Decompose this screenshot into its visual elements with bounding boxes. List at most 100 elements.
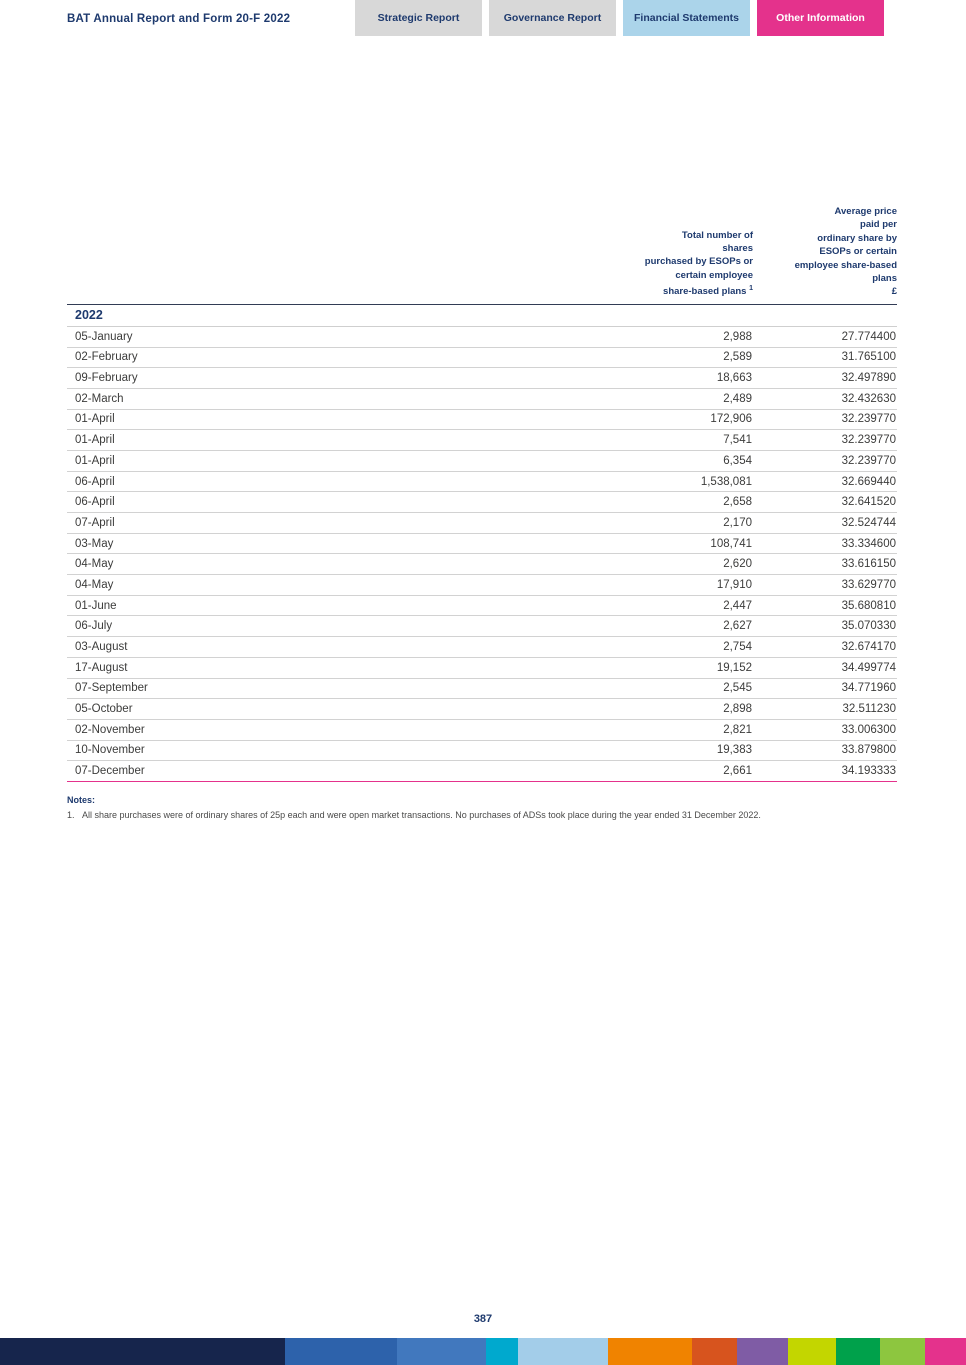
shares-cell: 2,821 [457, 719, 753, 741]
date-cell: 06-April [67, 491, 457, 514]
page-number: 387 [473, 1313, 493, 1325]
shares-cell: 2,545 [457, 678, 753, 700]
date-cell: 06-April [67, 471, 457, 493]
table-row: 06-July 2,627 35.070330 [67, 615, 897, 638]
color-bar-segment [285, 1338, 397, 1365]
color-bar-segment [486, 1338, 518, 1365]
notes-list: 1. All share purchases were of ordinary s… [67, 809, 897, 821]
date-cell: 01-April [67, 409, 457, 431]
price-cell: 33.334600 [753, 533, 897, 555]
tab-financial-statements[interactable]: Financial Statements [623, 0, 750, 36]
shares-cell: 2,170 [457, 512, 753, 534]
table-row: 07-September 2,545 34.771960 [67, 678, 897, 700]
table-row: 09-February 18,663 32.497890 [67, 367, 897, 389]
date-cell: 07-September [67, 678, 457, 700]
color-bar-segment [692, 1338, 737, 1365]
price-cell: 34.771960 [753, 678, 897, 700]
table-row: 07-April 2,170 32.524744 [67, 512, 897, 534]
table-row: 04-May 2,620 33.616150 [67, 553, 897, 576]
date-cell: 02-November [67, 719, 457, 741]
shares-cell: 19,383 [457, 740, 753, 762]
price-cell: 32.432630 [753, 388, 897, 410]
price-cell: 33.616150 [753, 553, 897, 576]
table-body: 2022 05-January 2,988 27.774400 02-February… [67, 304, 897, 782]
date-cell: 10-November [67, 740, 457, 762]
table-row: 01-June 2,447 35.680810 [67, 595, 897, 617]
table-header-row: Total number of shares purchased by ESOPs … [67, 205, 897, 305]
date-cell: 17-August [67, 657, 457, 679]
shares-cell: 18,663 [457, 367, 753, 389]
shares-cell: 2,627 [457, 615, 753, 638]
notes-heading: Notes: [67, 794, 96, 805]
table-row: 02-November 2,821 33.006300 [67, 719, 897, 741]
price-cell: 33.629770 [753, 574, 897, 596]
tab-other-information[interactable]: Other Information [757, 0, 884, 36]
col-header-date [67, 205, 457, 305]
color-bar-segment [608, 1338, 692, 1365]
color-bar-segment [925, 1338, 966, 1365]
shares-cell: 2,754 [457, 636, 753, 658]
price-cell: 35.070330 [753, 615, 897, 638]
price-cell: 34.499774 [753, 657, 897, 679]
note-text: All share purchases were of ordinary sha… [82, 809, 761, 820]
shares-cell: 108,741 [457, 533, 753, 555]
table-row: 10-November 19,383 33.879800 [67, 740, 897, 762]
table-row: 02-February 2,589 31.765100 [67, 347, 897, 369]
document-title: BAT Annual Report and Form 20-F 2022 [67, 13, 291, 25]
tab-strategic-report[interactable]: Strategic Report [355, 0, 482, 36]
color-bar-segment [880, 1338, 925, 1365]
table-row: 05-October 2,898 32.511230 [67, 698, 897, 720]
tab-governance-report[interactable]: Governance Report [489, 0, 616, 36]
date-cell: 07-December [67, 760, 457, 782]
table-row: 05-January 2,988 27.774400 [67, 326, 897, 348]
date-cell: 03-August [67, 636, 457, 658]
color-bar-segment [518, 1338, 608, 1365]
date-cell: 01-June [67, 595, 457, 617]
price-cell: 32.669440 [753, 471, 897, 493]
shares-cell: 17,910 [457, 574, 753, 596]
shares-cell: 1,538,081 [457, 471, 753, 493]
price-cell: 32.239770 [753, 409, 897, 431]
price-cell: 32.239770 [753, 450, 897, 472]
date-cell: 02-March [67, 388, 457, 410]
shares-cell: 19,152 [457, 657, 753, 679]
price-cell: 32.674170 [753, 636, 897, 658]
date-cell: 07-April [67, 512, 457, 534]
shares-cell: 2,620 [457, 553, 753, 576]
table-row: 06-April 1,538,081 32.669440 [67, 471, 897, 493]
price-cell: 33.879800 [753, 740, 897, 762]
date-cell: 02-February [67, 347, 457, 369]
notes-section: Notes: 1. All share purchases were of ord… [67, 795, 897, 821]
shares-cell: 172,906 [457, 409, 753, 431]
date-cell: 04-May [67, 574, 457, 596]
shares-cell: 2,447 [457, 595, 753, 617]
report-tabs: Strategic Report Governance Report Financi… [355, 0, 884, 36]
price-cell: 32.239770 [753, 429, 897, 451]
color-bar-segment [836, 1338, 880, 1365]
date-cell: 09-February [67, 367, 457, 389]
color-bar-segment [0, 1338, 285, 1365]
color-bar-segment [737, 1338, 788, 1365]
price-cell: 34.193333 [753, 760, 897, 782]
price-cell: 31.765100 [753, 347, 897, 369]
price-cell: 32.497890 [753, 367, 897, 389]
table-row: 03-August 2,754 32.674170 [67, 636, 897, 658]
table-row: 04-May 17,910 33.629770 [67, 574, 897, 596]
page-content: Total number of shares purchased by ESOPs … [67, 205, 897, 821]
shares-cell: 7,541 [457, 429, 753, 451]
table-row: 06-April 2,658 32.641520 [67, 491, 897, 514]
section-label: 2022 [67, 304, 897, 327]
table-row: 02-March 2,489 32.432630 [67, 388, 897, 410]
table-row: 01-April 7,541 32.239770 [67, 429, 897, 451]
date-cell: 01-April [67, 429, 457, 451]
note-item: 1. All share purchases were of ordinary s… [67, 809, 897, 821]
shares-cell: 2,661 [457, 760, 753, 782]
footer-color-bar [0, 1338, 966, 1365]
color-bar-segment [397, 1338, 486, 1365]
footnote-marker: 1 [749, 285, 753, 293]
price-cell: 32.641520 [753, 491, 897, 514]
col-header-shares: Total number of shares purchased by ESOPs … [457, 205, 753, 305]
shares-cell: 2,898 [457, 698, 753, 720]
date-cell: 01-April [67, 450, 457, 472]
